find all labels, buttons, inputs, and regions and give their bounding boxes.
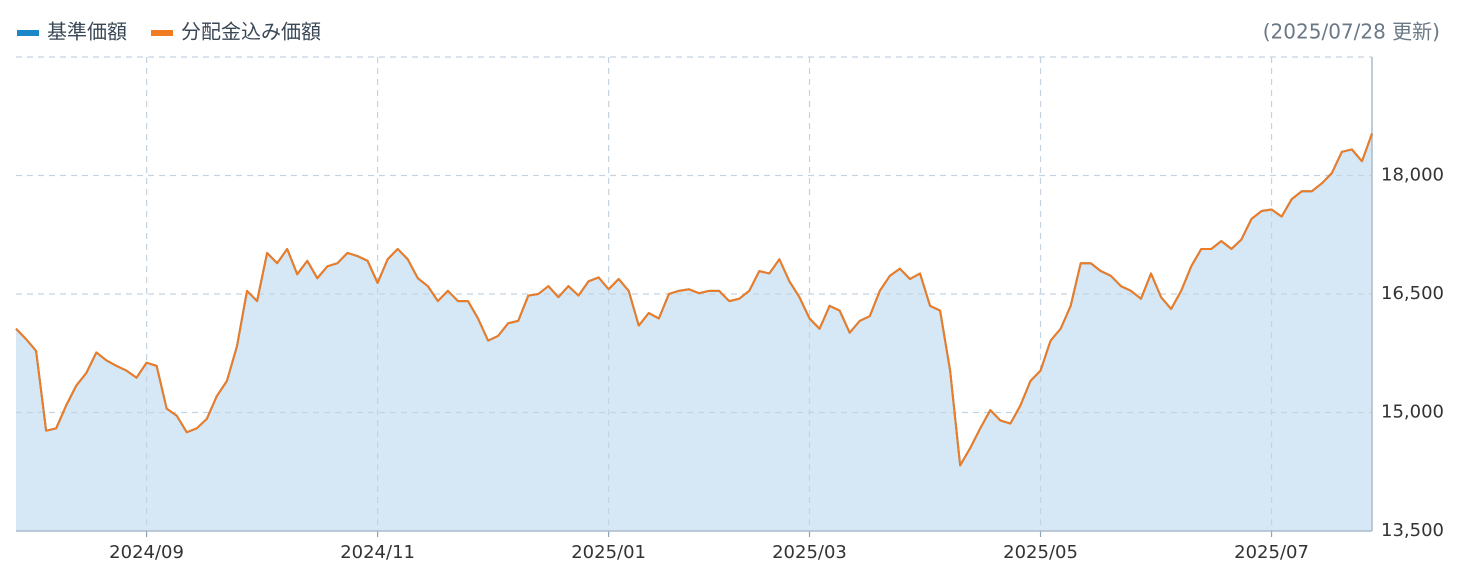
x-tick-label: 2024/11 xyxy=(340,542,415,563)
x-tick-label: 2025/01 xyxy=(571,542,646,563)
area xyxy=(16,133,1372,531)
legend-swatch xyxy=(151,30,173,36)
x-tick-label: 2025/03 xyxy=(772,542,847,563)
y-tick-label: 13,500 xyxy=(1381,520,1444,541)
legend-swatch xyxy=(17,30,39,36)
series-line xyxy=(15,133,1373,467)
legend-label: 基準価額 xyxy=(47,20,127,44)
x-tick-label: 2024/09 xyxy=(109,542,184,563)
y-tick-label: 16,500 xyxy=(1381,283,1444,304)
update-note: (2025/07/28 更新) xyxy=(1263,20,1440,44)
y-tick-label: 18,000 xyxy=(1381,165,1444,186)
x-tick-label: 2025/07 xyxy=(1234,542,1309,563)
legend-label: 分配金込み価額 xyxy=(181,20,321,44)
y-tick-label: 15,000 xyxy=(1381,402,1444,423)
x-tick-label: 2025/05 xyxy=(1003,542,1078,563)
